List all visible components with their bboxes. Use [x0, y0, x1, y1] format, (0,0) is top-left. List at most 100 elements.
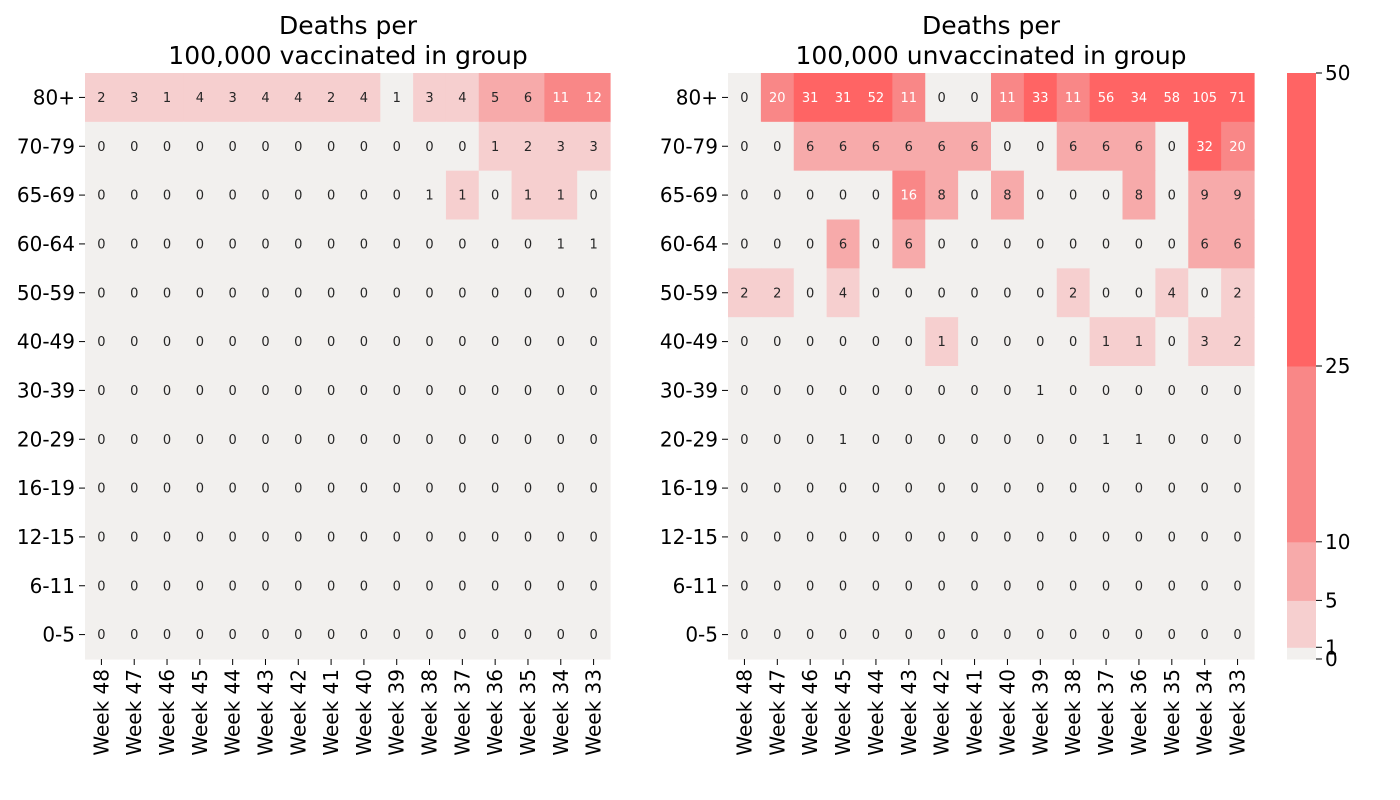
unvaccinated-cell	[826, 121, 861, 172]
vaccinated-cell-label: 0	[557, 335, 565, 350]
vaccinated-cell	[314, 561, 349, 611]
vaccinated-cell	[544, 121, 578, 172]
unvaccinated-cell	[859, 268, 893, 318]
vaccinated-cell	[511, 170, 545, 221]
unvaccinated-cell-label: 1	[938, 335, 946, 350]
unvaccinated-cell-label: 34	[1131, 91, 1148, 106]
unvaccinated-cell	[1188, 414, 1222, 465]
unvaccinated-ytick-label: 6-11	[673, 574, 718, 598]
vaccinated-cell	[413, 463, 447, 514]
unvaccinated-cell	[1122, 610, 1156, 660]
unvaccinated-cell-label: 6	[905, 140, 913, 155]
unvaccinated-cell	[859, 463, 893, 514]
unvaccinated-cell-label: 0	[1102, 530, 1110, 545]
unvaccinated-cell	[1122, 268, 1156, 318]
vaccinated-cell-label: 0	[425, 530, 433, 545]
unvaccinated-cell-label: 2	[1233, 286, 1241, 301]
vaccinated-cell-label: 0	[360, 335, 368, 350]
vaccinated-cell	[216, 317, 250, 367]
vaccinated-title-line-1: Deaths per	[279, 11, 418, 40]
unvaccinated-cell-label: 0	[740, 384, 748, 399]
unvaccinated-cell-label: 31	[802, 91, 819, 106]
unvaccinated-cell-label: 0	[1102, 579, 1110, 594]
vaccinated-cell-label: 0	[196, 628, 204, 643]
unvaccinated-cell	[1155, 73, 1189, 123]
vaccinated-cell	[150, 610, 185, 660]
unvaccinated-cell	[1122, 317, 1156, 367]
unvaccinated-cell-label: 0	[872, 433, 880, 448]
unvaccinated-xtick-label: Week 38	[1061, 669, 1085, 756]
vaccinated-cell-label: 0	[524, 237, 532, 252]
unvaccinated-cell-label: 0	[740, 482, 748, 497]
unvaccinated-cell-label: 0	[1036, 140, 1044, 155]
vaccinated-cell-label: 0	[524, 628, 532, 643]
unvaccinated-cell-label: 1	[1135, 433, 1143, 448]
vaccinated-cell-label: 0	[327, 286, 335, 301]
vaccinated-cell	[281, 121, 316, 172]
unvaccinated-cell-label: 0	[1069, 628, 1077, 643]
unvaccinated-cell-label: 0	[1069, 335, 1077, 350]
unvaccinated-cell	[826, 463, 861, 514]
unvaccinated-cell-label: 0	[839, 628, 847, 643]
vaccinated-cell-label: 0	[97, 530, 105, 545]
vaccinated-cell-label: 0	[557, 628, 565, 643]
vaccinated-cell	[216, 73, 250, 123]
vaccinated-cell	[85, 317, 119, 367]
vaccinated-cell-label: 2	[97, 91, 105, 106]
unvaccinated-cell-label: 0	[1135, 482, 1143, 497]
unvaccinated-cell	[728, 366, 762, 416]
vaccinated-cell	[216, 121, 250, 172]
vaccinated-cell-label: 0	[163, 189, 171, 204]
vaccinated-xtick-label: Week 33	[582, 669, 606, 756]
vaccinated-cell-label: 0	[524, 482, 532, 497]
vaccinated-cell-label: 0	[393, 530, 401, 545]
colorbar-segment	[1287, 73, 1316, 367]
vaccinated-ytick-label: 70-79	[17, 134, 75, 158]
vaccinated-cell	[478, 366, 513, 416]
unvaccinated-cell	[1188, 317, 1222, 367]
unvaccinated-cell	[1155, 121, 1189, 172]
unvaccinated-cell-label: 0	[905, 286, 913, 301]
vaccinated-cell	[347, 219, 381, 269]
unvaccinated-heatmap: Deaths per 100,000 unvaccinated in group…	[660, 11, 1255, 756]
vaccinated-ytick-label: 40-49	[17, 330, 75, 354]
vaccinated-cell-label: 0	[130, 530, 138, 545]
vaccinated-cell-label: 0	[97, 140, 105, 155]
vaccinated-cell	[445, 463, 480, 514]
unvaccinated-cell	[1221, 73, 1255, 123]
vaccinated-cell	[577, 73, 611, 123]
unvaccinated-cell	[1023, 610, 1058, 660]
unvaccinated-xtick-label: Week 40	[995, 669, 1019, 756]
unvaccinated-cell-label: 0	[872, 482, 880, 497]
vaccinated-cell	[117, 73, 152, 123]
vaccinated-cell-label: 0	[229, 530, 237, 545]
unvaccinated-cell-label: 0	[905, 530, 913, 545]
unvaccinated-cell	[1023, 73, 1058, 123]
unvaccinated-cell	[760, 512, 795, 562]
unvaccinated-cell	[760, 121, 795, 172]
vaccinated-cell	[380, 463, 414, 514]
unvaccinated-cell-label: 0	[1003, 237, 1011, 252]
unvaccinated-cell-label: 0	[740, 433, 748, 448]
unvaccinated-cell	[925, 610, 959, 660]
vaccinated-cell	[544, 73, 578, 123]
vaccinated-cell-label: 0	[589, 384, 597, 399]
unvaccinated-cell	[1056, 121, 1091, 172]
unvaccinated-cell	[793, 219, 828, 269]
unvaccinated-cell-label: 0	[905, 482, 913, 497]
vaccinated-cell-label: 0	[425, 579, 433, 594]
vaccinated-cell	[117, 219, 152, 269]
vaccinated-cell	[314, 414, 349, 465]
unvaccinated-cell-label: 0	[1069, 237, 1077, 252]
unvaccinated-cell-label: 0	[1102, 189, 1110, 204]
unvaccinated-cell-label: 52	[868, 91, 885, 106]
vaccinated-cell-label: 0	[491, 384, 499, 399]
vaccinated-cell	[117, 610, 152, 660]
vaccinated-cell-label: 0	[491, 286, 499, 301]
vaccinated-xtick-label: Week 43	[253, 669, 277, 756]
vaccinated-cell	[380, 219, 414, 269]
vaccinated-cell	[347, 73, 381, 123]
vaccinated-cell	[314, 366, 349, 416]
vaccinated-cell-label: 0	[130, 628, 138, 643]
